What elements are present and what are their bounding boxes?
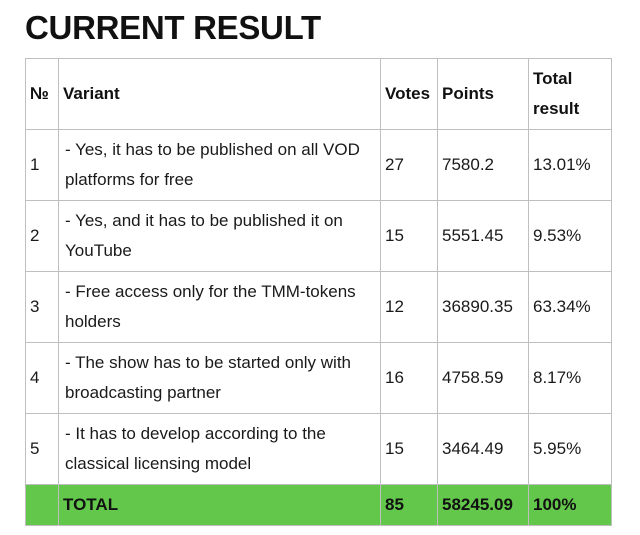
- header-variant: Variant: [58, 58, 381, 130]
- page-title: CURRENT RESULT: [25, 9, 321, 46]
- row-points: 7580.2: [437, 129, 529, 201]
- row-votes: 16: [380, 342, 438, 414]
- header-votes: Votes: [380, 58, 438, 130]
- row-num: 3: [25, 271, 59, 343]
- row-total: 5.95%: [528, 413, 612, 485]
- row-variant: - Yes, it has to be published on all VOD…: [58, 129, 381, 201]
- row-total: 13.01%: [528, 129, 612, 201]
- row-num: 5: [25, 413, 59, 485]
- table-row: 3 - Free access only for the TMM-tokens …: [25, 271, 612, 343]
- row-votes: 15: [380, 413, 438, 485]
- table-row: 1 - Yes, it has to be published on all V…: [25, 129, 612, 201]
- header-num: №: [25, 58, 59, 130]
- table-header-row: № Variant Votes Points Total result: [25, 58, 612, 130]
- row-variant: - Yes, and it has to be published it on …: [58, 200, 381, 272]
- row-total: 8.17%: [528, 342, 612, 414]
- row-points: 5551.45: [437, 200, 529, 272]
- row-total: 63.34%: [528, 271, 612, 343]
- table-row: 4 - The show has to be started only with…: [25, 342, 612, 414]
- row-total: 9.53%: [528, 200, 612, 272]
- total-num: [25, 484, 59, 526]
- row-points: 4758.59: [437, 342, 529, 414]
- row-votes: 27: [380, 129, 438, 201]
- row-votes: 12: [380, 271, 438, 343]
- row-points: 36890.35: [437, 271, 529, 343]
- header-total: Total result: [528, 58, 612, 130]
- row-variant: - It has to develop according to the cla…: [58, 413, 381, 485]
- total-votes: 85: [380, 484, 438, 526]
- header-points: Points: [437, 58, 529, 130]
- row-points: 3464.49: [437, 413, 529, 485]
- row-votes: 15: [380, 200, 438, 272]
- row-variant: - The show has to be started only with b…: [58, 342, 381, 414]
- total-row: TOTAL 85 58245.09 100%: [25, 484, 612, 526]
- row-num: 4: [25, 342, 59, 414]
- table-row: 5 - It has to develop according to the c…: [25, 413, 612, 485]
- total-label: TOTAL: [58, 484, 381, 526]
- table-row: 2 - Yes, and it has to be published it o…: [25, 200, 612, 272]
- row-num: 2: [25, 200, 59, 272]
- row-variant: - Free access only for the TMM-tokens ho…: [58, 271, 381, 343]
- row-num: 1: [25, 129, 59, 201]
- total-result: 100%: [528, 484, 612, 526]
- total-points: 58245.09: [437, 484, 529, 526]
- results-table: № Variant Votes Points Total result 1 - …: [25, 58, 612, 526]
